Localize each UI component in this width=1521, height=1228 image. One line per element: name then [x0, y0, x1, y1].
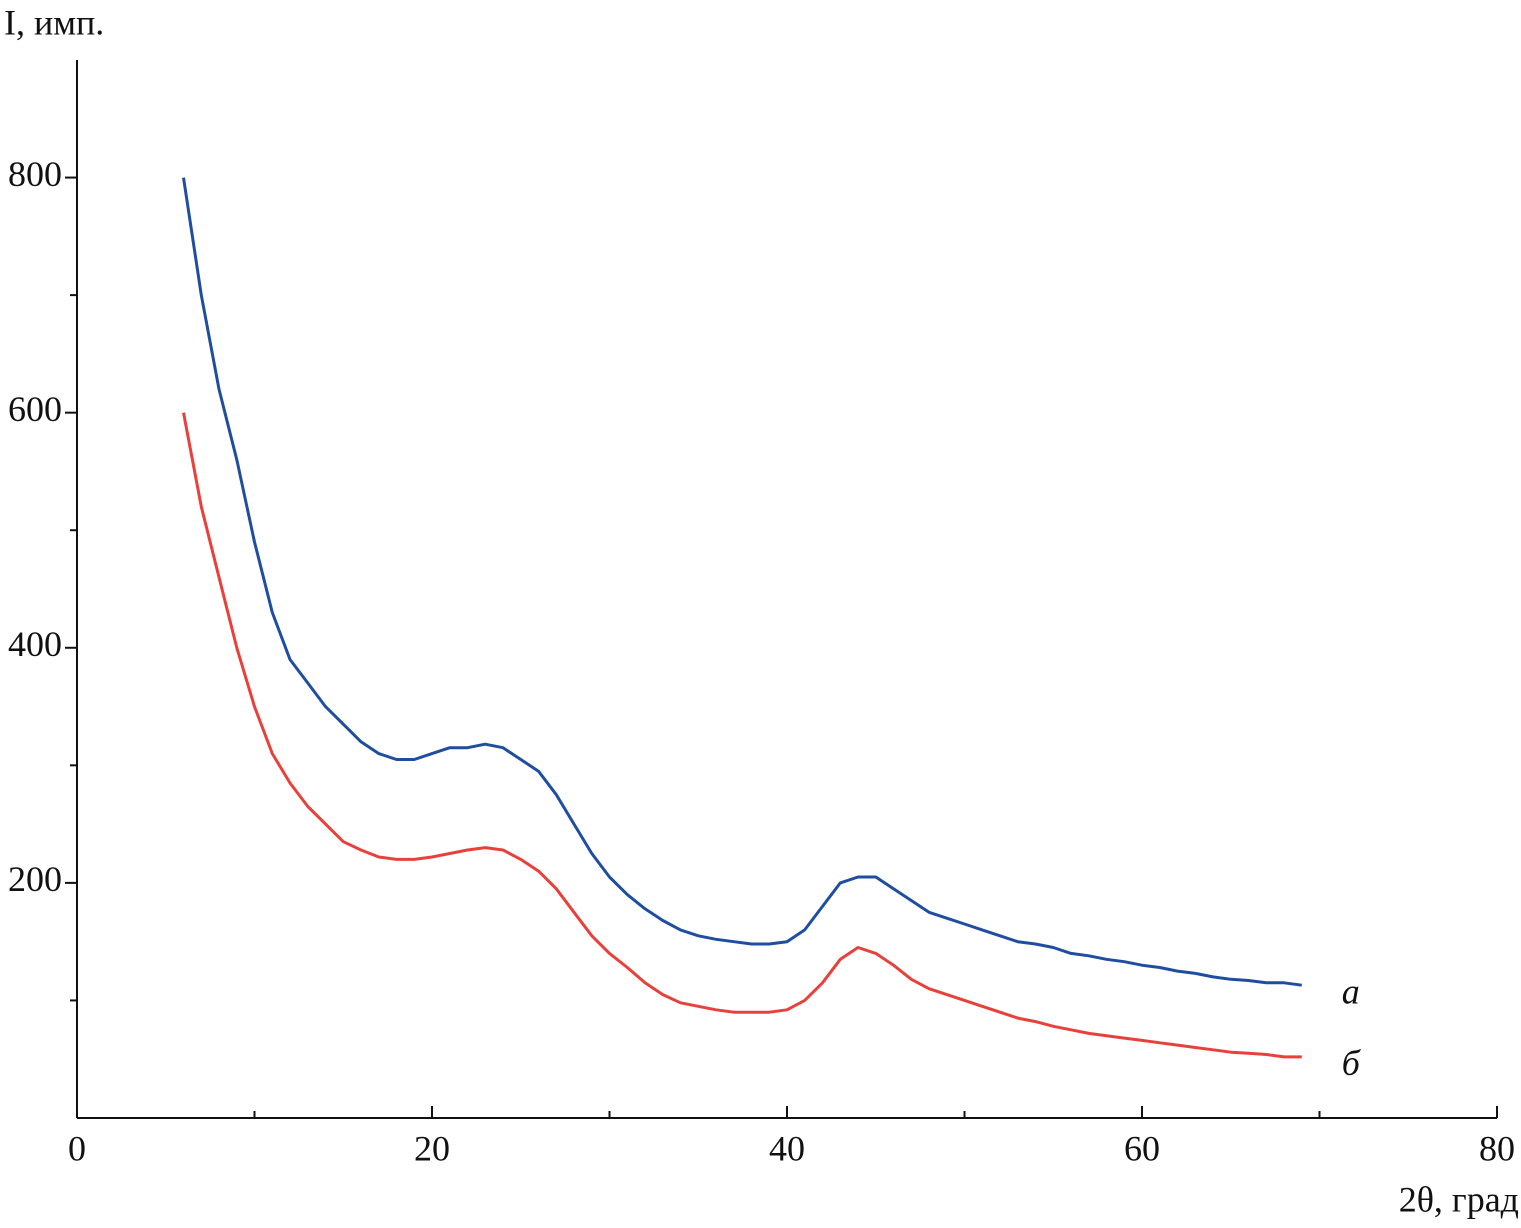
- x-axis-label: 2θ, град: [1399, 1179, 1519, 1219]
- series-label: б: [1342, 1043, 1362, 1083]
- data-line: [182, 177, 1303, 987]
- y-tick-label: 600: [8, 389, 62, 429]
- y-tick-label: 800: [8, 154, 62, 194]
- x-tick-label: 80: [1479, 1128, 1515, 1168]
- y-tick-label: 400: [8, 624, 62, 664]
- x-tick-label: 60: [1124, 1128, 1160, 1168]
- y-axis-label: I, имп.: [4, 2, 104, 42]
- x-tick-label: 40: [769, 1128, 805, 1168]
- x-tick-label: 0: [68, 1128, 86, 1168]
- x-tick-label: 20: [414, 1128, 450, 1168]
- data-line: [182, 412, 1302, 1059]
- y-tick-label: 200: [8, 859, 62, 899]
- series-label: а: [1342, 971, 1360, 1011]
